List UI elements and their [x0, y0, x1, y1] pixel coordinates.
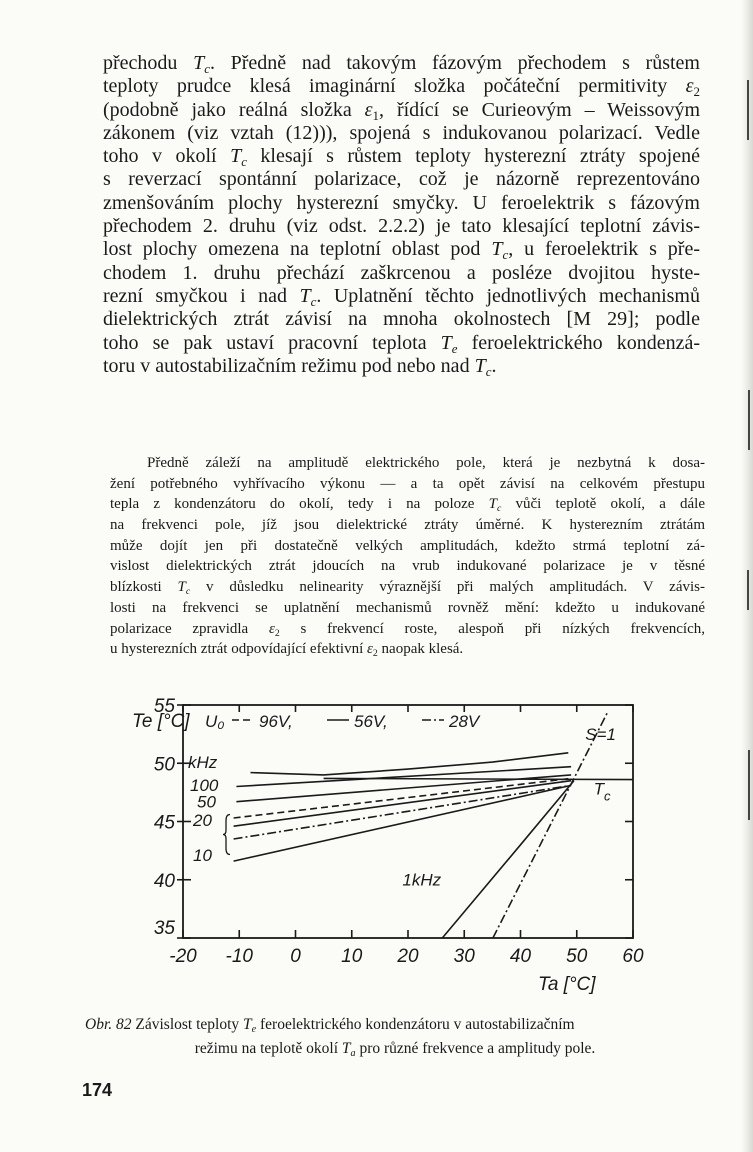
text-line: může dojít jen při dostatečně velkých am…	[110, 537, 705, 554]
page-number: 174	[82, 1080, 113, 1100]
text-line: zmenšováním plochy hysterezní smyčky. U …	[103, 191, 700, 214]
x-tick-label: 50	[566, 946, 588, 967]
series-line	[233, 777, 572, 819]
series-line	[236, 765, 572, 788]
annotation-tc: Tc	[594, 780, 611, 804]
series-label: 50	[197, 793, 216, 812]
series-label: 10	[193, 846, 212, 865]
text-line: (podobně jako reálná složka ε1, řídící s…	[103, 98, 701, 123]
x-tick-label: -20	[169, 946, 197, 967]
text-line: vislost dielektrických ztrát jdoucích na…	[110, 558, 705, 575]
scan-mark	[748, 390, 750, 450]
x-tick-label: 30	[454, 946, 476, 967]
text-line: u hysterezních ztrát odpovídající efekti…	[110, 641, 464, 660]
text-line: toho se pak ustaví pracovní teplota Te f…	[103, 331, 700, 356]
text-line: dielektrických ztrát závisí na mnoha oko…	[103, 308, 700, 331]
series-line	[441, 780, 575, 939]
text-line: toru v autostabilizačním režimu pod nebo…	[103, 354, 497, 379]
text-line: teploty prudce klesá imaginární složka p…	[103, 75, 700, 100]
text-line: blízkosti Tc v důsledku nelinearity výra…	[110, 579, 705, 598]
caption-label: Obr. 82	[85, 1016, 132, 1033]
y-tick-label: 35	[154, 918, 176, 939]
scan-mark	[747, 570, 749, 610]
text-line: Předně záleží na amplitudě elektrického …	[147, 455, 705, 471]
text-line: přechodu Tc. Předně nad takovým fázovým …	[103, 52, 700, 76]
legend-label: 56V,	[354, 712, 388, 731]
y-axis-label: Te [°C]	[132, 711, 190, 732]
small-print-note: Předně záleží na amplitudě elektrického …	[110, 453, 705, 660]
y-tick-label: 55	[154, 696, 176, 717]
x-tick-label: 10	[341, 946, 363, 967]
figure-chart: -20 -10 0 10 20 30 40 50 60 55 50 45 40 35 Ta [°C] Te […	[132, 696, 644, 995]
series-line	[233, 779, 572, 827]
figure-caption: Obr. 82 Závislost teploty Te feroelektri…	[85, 1013, 705, 1061]
text-line: chodem 1. druhu přechází zaškrcenou a po…	[103, 261, 700, 284]
series-label: 100	[190, 776, 219, 795]
annotation-1khz: 1kHz	[402, 871, 441, 890]
caption-line-1: Závislost teploty Te feroelektrického ko…	[135, 1016, 575, 1036]
legend-label: 96V,	[259, 712, 293, 731]
y-tick-label: 50	[154, 754, 176, 775]
x-tick-label: 0	[290, 946, 301, 967]
legend-label: 28V	[448, 712, 481, 731]
scan-mark	[747, 80, 749, 140]
frequency-unit-label: kHz	[188, 753, 218, 772]
series-line	[233, 784, 572, 840]
series-line	[250, 752, 569, 776]
x-tick-label: -10	[226, 946, 254, 967]
legend-prefix: U₀	[205, 712, 224, 731]
annotation-s1: S=1	[585, 725, 616, 744]
text-line: toho v okolí Tc klesají s růstem teploty…	[103, 145, 700, 170]
caption-line-2: režimu na teplotě okolí Ta pro různé fre…	[194, 1040, 596, 1060]
y-tick-label: 45	[154, 813, 176, 834]
y-tick-label: 40	[154, 871, 176, 892]
series-line	[492, 710, 610, 939]
series-label: 20	[192, 811, 212, 830]
series-line	[233, 784, 572, 862]
x-tick-label: 60	[622, 946, 644, 967]
main-paragraph: přechodu Tc. Předně nad takovým fázovým …	[103, 52, 700, 378]
text-line: lost plochy omezena na teplotní oblast p…	[103, 238, 700, 263]
text-line: s reverzací spontánní polarizace, což je…	[103, 168, 700, 191]
text-line: rezní smyčkou i nad Tc. Uplatnění těchto…	[103, 284, 700, 309]
x-tick-label: 20	[396, 946, 419, 967]
series-line	[323, 777, 634, 781]
text-line: polarizace zpravidla ε2 s frekvencí rost…	[110, 620, 705, 639]
text-line: žení potřebného vyhřívacího výkonu — a t…	[110, 475, 705, 492]
x-axis-label: Ta [°C]	[538, 974, 596, 995]
text-line: losti na frekvenci se uplatnění mechanis…	[110, 599, 705, 616]
text-line: přechodem 2. druhu (viz odst. 2.2.2) je …	[103, 215, 700, 238]
scan-mark	[748, 750, 750, 820]
text-line: na frekvenci pole, jíž jsou dielektrické…	[110, 517, 705, 534]
amplitude-brace	[222, 813, 231, 856]
text-line: tepla z kondenzátoru do okolí, tedy i na…	[110, 496, 705, 515]
text-line: zákonem (viz vztah (12))), spojená s ind…	[103, 121, 700, 144]
x-tick-label: 40	[510, 946, 532, 967]
